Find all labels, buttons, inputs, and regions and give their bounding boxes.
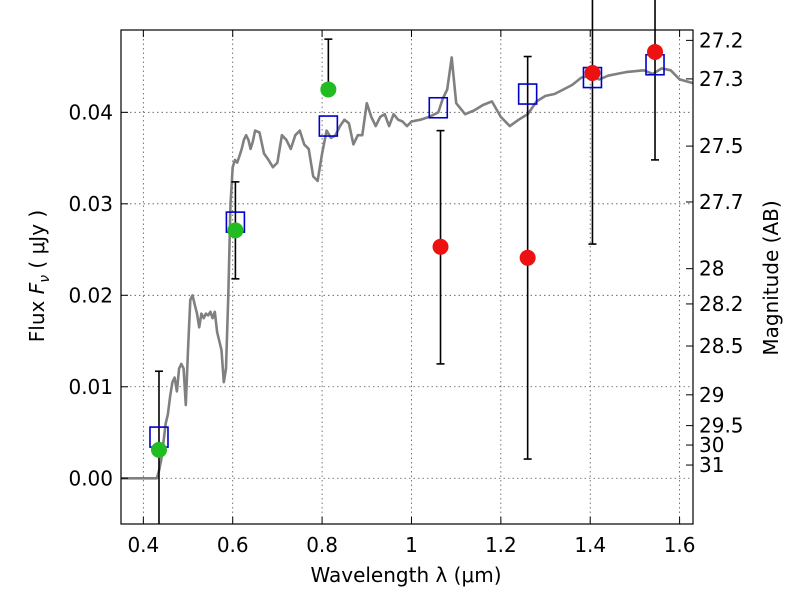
x-tick-label: 1.2 — [485, 533, 517, 557]
mag-tick-label: 31 — [699, 453, 724, 477]
red-data-point — [432, 238, 449, 255]
y-tick-label: 0.00 — [68, 466, 113, 490]
y-axis-title-left: Flux Fν ( μJy ) — [25, 210, 53, 342]
x-tick-label: 1.6 — [664, 533, 696, 557]
photometry-points — [150, 43, 664, 458]
mag-tick-label: 28.2 — [699, 292, 744, 316]
model-box-marker — [428, 96, 449, 119]
y-axis-title-subscript: ν — [37, 275, 53, 283]
green-data-point — [227, 222, 244, 239]
axes — [120, 29, 694, 525]
spectrum-line — [121, 56, 694, 480]
y-tick-label: 0.01 — [68, 375, 113, 399]
green-data-point — [150, 441, 167, 458]
mag-tick-label: 28.5 — [699, 334, 744, 358]
red-data-point — [584, 64, 601, 81]
red-data-point — [647, 43, 664, 60]
x-axis-title: Wavelength λ (μm) — [310, 563, 501, 587]
red-data-point — [519, 249, 536, 266]
y-tick-label: 0.04 — [68, 100, 113, 124]
grid-lines — [121, 30, 693, 524]
y-tick-label: 0.03 — [68, 192, 113, 216]
mag-tick-label: 29.5 — [699, 414, 744, 438]
x-tick-label: 1.4 — [574, 533, 606, 557]
x-tick-label: 0.6 — [217, 533, 249, 557]
model-box-marker — [318, 115, 339, 137]
y-axis-title-text: Flux — [25, 294, 49, 342]
x-tick-label: 0.8 — [306, 533, 338, 557]
x-tick-label: 0.4 — [127, 533, 159, 557]
mag-tick-label: 30 — [699, 433, 724, 457]
y-axis-title-unit: ( μJy ) — [25, 210, 49, 275]
mag-tick-label: 27.2 — [699, 28, 744, 52]
y-axis-title-right: Magnitude (AB) — [759, 200, 783, 355]
x-tick-label: 1 — [405, 533, 418, 557]
mag-tick-label: 27.5 — [699, 134, 744, 158]
mag-tick-label: 28 — [699, 257, 724, 281]
plot-frame — [120, 29, 694, 525]
y-tick-label: 0.02 — [68, 283, 113, 307]
model-box-marker — [517, 83, 538, 105]
ticks: 0.4 0.6 0.8 1 1.2 1.4 1.6 0.00 0.01 0.02 0.03 0.04 2… — [68, 28, 743, 557]
model-box-series — [149, 53, 665, 448]
mag-tick-label: 27.3 — [699, 67, 744, 91]
mag-tick-label: 27.7 — [699, 190, 744, 214]
spectrum-series — [121, 56, 694, 480]
green-data-point — [320, 81, 337, 98]
mag-tick-label: 29 — [699, 383, 724, 407]
y-axis-title-symbol: F — [25, 282, 49, 294]
